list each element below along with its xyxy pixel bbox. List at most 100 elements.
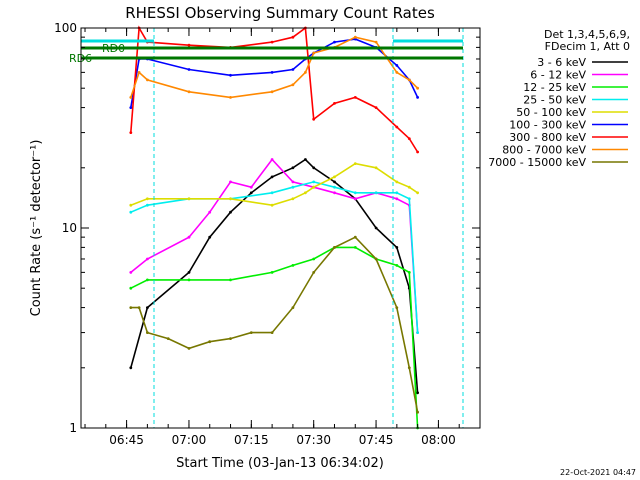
series-point (407, 271, 411, 274)
x-tick-label: 08:00 (421, 433, 456, 447)
series-point (129, 286, 133, 290)
series-point (146, 257, 149, 261)
x-axis-label: Start Time (03-Jan-13 06:34:02) (176, 456, 384, 471)
series-point (249, 191, 253, 195)
series-point (312, 271, 316, 274)
series-point (395, 306, 399, 309)
series-point (249, 185, 253, 189)
y-tick-label: 100 (54, 21, 77, 35)
y-axis: 1 10 100 (54, 21, 480, 435)
series-point (291, 185, 295, 189)
series-point (312, 117, 316, 121)
x-tick-label: 07:00 (172, 433, 207, 447)
series-point (146, 203, 149, 207)
series-point (146, 78, 149, 82)
series-point (395, 64, 399, 67)
legend-item-label: 7000 - 15000 keV (488, 156, 586, 169)
series-point (270, 175, 274, 179)
series-point (333, 102, 336, 105)
series-point (208, 340, 212, 344)
series-point (374, 226, 378, 230)
series-point (312, 185, 316, 189)
series-point (291, 197, 295, 201)
series-point (291, 180, 295, 184)
series-point (407, 78, 411, 82)
series-point (312, 180, 316, 184)
series-point (270, 158, 274, 161)
series-point (129, 203, 133, 207)
series-point (187, 68, 191, 71)
series-point (146, 197, 149, 201)
series-point (395, 125, 399, 129)
series-point (353, 35, 357, 39)
series-point (291, 35, 295, 39)
series-point (208, 235, 212, 239)
legend-item-label: 3 - 6 keV (537, 56, 586, 69)
series-point (304, 158, 307, 161)
x-tick-label: 07:15 (234, 433, 269, 447)
series-point (312, 257, 316, 261)
series-point (333, 185, 336, 189)
series-point (395, 264, 399, 267)
series-point (229, 278, 232, 282)
series-point (333, 191, 336, 195)
series-point (333, 180, 336, 184)
legend-item-label: 800 - 7000 keV (502, 144, 586, 157)
y-axis-label: Count Rate (s⁻¹ detector⁻¹) (29, 140, 44, 317)
series-line-4 (130, 162, 419, 207)
series-point (374, 191, 378, 195)
series-point (374, 40, 378, 44)
y-tick-label: 1 (69, 421, 77, 435)
legend-header-line: Det 1,3,4,5,6,9, (544, 28, 630, 41)
series-point (395, 246, 399, 249)
series-point (333, 175, 336, 179)
series-point (270, 271, 274, 274)
series-point (291, 83, 295, 87)
series-point (407, 366, 411, 370)
series-point (137, 306, 141, 309)
series-point (407, 197, 411, 201)
series-point (353, 197, 357, 201)
series-point (416, 96, 419, 99)
series-point (187, 271, 191, 274)
footer-date: 22-Oct-2021 04:47 (560, 468, 636, 477)
x-tick-label: 06:45 (109, 433, 144, 447)
series-point (270, 331, 274, 334)
series-point (146, 278, 149, 282)
series-point (129, 96, 133, 99)
series-point (333, 40, 336, 44)
series-point (129, 306, 133, 309)
legend-item-label: 50 - 100 keV (516, 106, 586, 119)
legend-item-label: 100 - 300 keV (509, 119, 586, 132)
legend-item-label: 6 - 12 keV (530, 69, 586, 82)
series-point (416, 150, 419, 154)
series-point (395, 71, 399, 74)
series-point (137, 71, 141, 74)
series-point (229, 73, 232, 77)
series-point (229, 96, 232, 99)
series-point (416, 191, 419, 195)
series-point (312, 166, 316, 170)
series-point (353, 235, 357, 239)
legend-item-label: 12 - 25 keV (523, 81, 586, 94)
legend-item-label: 25 - 50 keV (523, 94, 586, 107)
series-point (187, 43, 191, 47)
series-point (270, 203, 274, 207)
series-point (187, 90, 191, 94)
series-point (270, 71, 274, 74)
series-point (229, 210, 232, 214)
series-point (229, 337, 232, 340)
series-point (374, 257, 378, 261)
chart-title: RHESSI Observing Summary Count Rates (125, 4, 435, 22)
series-point (146, 306, 149, 309)
series-point (353, 246, 357, 249)
series-point (270, 40, 274, 44)
series-point (395, 180, 399, 184)
series-point (187, 197, 191, 201)
series-point (416, 391, 419, 395)
legend-item-label: 300 - 800 keV (509, 131, 586, 144)
series-point (304, 71, 307, 74)
x-tick-label: 07:30 (296, 433, 331, 447)
